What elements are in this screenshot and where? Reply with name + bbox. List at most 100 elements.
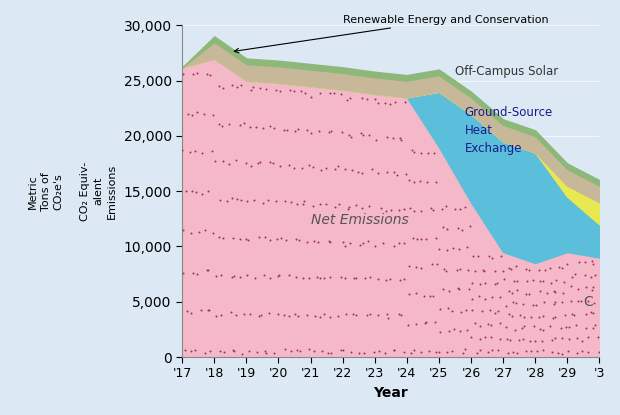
Point: [261, 85, 271, 92]
Point: [411, 289, 421, 296]
Point: [280, 198, 290, 205]
Point: [229, 273, 239, 280]
Point: [576, 298, 586, 304]
Point: [567, 273, 577, 280]
Point: [341, 311, 351, 317]
Point: [337, 129, 347, 135]
Point: [249, 197, 259, 204]
Point: [228, 347, 238, 354]
Point: [216, 312, 226, 319]
Point: [347, 166, 357, 173]
Point: [503, 265, 513, 272]
Point: [237, 350, 247, 357]
Point: [383, 310, 392, 317]
Point: [531, 302, 541, 309]
Point: [185, 229, 195, 236]
Point: [501, 303, 511, 309]
Point: [574, 259, 584, 266]
Point: [429, 150, 439, 156]
Point: [355, 350, 365, 356]
Point: [419, 293, 429, 299]
Point: [363, 238, 373, 245]
Point: [487, 293, 497, 300]
Point: [370, 349, 379, 355]
Point: [451, 205, 461, 212]
Point: [521, 348, 531, 354]
Point: [546, 279, 556, 286]
Point: [282, 127, 292, 133]
Point: [422, 179, 432, 186]
Point: [557, 299, 567, 305]
Point: [588, 258, 598, 264]
Point: [358, 240, 368, 247]
Point: [570, 271, 580, 278]
Point: [298, 275, 308, 281]
Point: [302, 239, 312, 245]
Point: [466, 334, 476, 340]
Point: [226, 309, 236, 315]
Point: [416, 349, 426, 356]
Point: [490, 310, 500, 316]
Point: [495, 335, 505, 342]
Point: [396, 137, 406, 144]
Point: [241, 160, 251, 166]
Point: [364, 132, 374, 139]
Point: [259, 271, 269, 278]
Point: [442, 247, 452, 254]
Point: [383, 315, 393, 321]
Point: [231, 312, 241, 318]
Point: [505, 288, 515, 294]
Point: [231, 156, 241, 163]
Point: [324, 129, 334, 135]
Point: [399, 349, 409, 355]
Point: [483, 321, 493, 328]
Point: [504, 311, 514, 317]
Point: [219, 349, 229, 355]
Point: [389, 347, 399, 353]
Point: [275, 88, 285, 95]
Point: [304, 162, 314, 168]
Point: [569, 312, 579, 319]
Point: [325, 90, 335, 97]
Point: [190, 346, 200, 353]
Point: [453, 225, 463, 232]
Point: [285, 87, 295, 94]
Point: [529, 322, 539, 329]
Point: [324, 238, 334, 244]
Point: [255, 159, 265, 165]
Point: [366, 166, 376, 173]
Point: [435, 305, 445, 312]
Point: [542, 290, 552, 296]
Point: [448, 245, 458, 251]
Point: [388, 135, 398, 142]
Point: [458, 349, 468, 356]
Point: [455, 266, 465, 272]
Point: [522, 277, 532, 284]
Point: [583, 333, 593, 340]
Point: [373, 275, 383, 282]
Point: [291, 236, 301, 242]
Point: [361, 96, 371, 103]
Point: [300, 90, 310, 96]
Point: [493, 347, 503, 353]
Point: [490, 267, 500, 274]
Point: [334, 163, 343, 170]
Point: [480, 280, 490, 287]
Point: [456, 308, 466, 315]
Point: [521, 291, 531, 298]
Point: [586, 273, 596, 280]
Point: [294, 348, 304, 354]
Point: [435, 328, 445, 335]
Point: [454, 246, 464, 252]
Point: [192, 109, 202, 115]
Point: [554, 264, 564, 271]
Point: [217, 122, 227, 129]
Point: [431, 234, 441, 241]
Point: [259, 200, 268, 206]
Point: [423, 149, 433, 156]
Point: [314, 201, 324, 208]
Point: [525, 338, 534, 344]
Point: [509, 277, 519, 284]
Point: [432, 349, 441, 355]
Point: [483, 349, 493, 356]
